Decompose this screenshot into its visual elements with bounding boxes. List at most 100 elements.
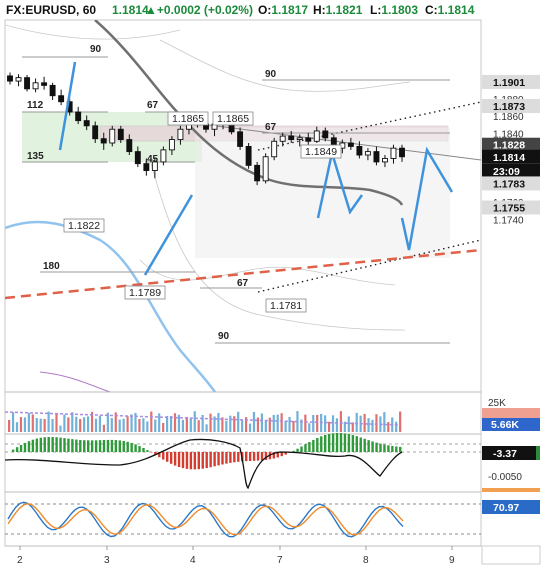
macd-bar	[320, 436, 323, 452]
macd-bar	[209, 452, 212, 468]
macd-bar	[67, 438, 70, 452]
volume-bar	[59, 425, 62, 432]
candle	[117, 125, 124, 143]
macd-bar	[304, 444, 307, 452]
volume-bar	[122, 418, 125, 432]
macd-bar	[79, 439, 82, 452]
candle	[237, 127, 244, 150]
ohlc-o: O:1.1817	[258, 3, 308, 17]
volume-bar	[63, 414, 66, 432]
volume-bar	[55, 413, 58, 432]
level-label: 67	[147, 100, 159, 111]
macd-bar	[94, 440, 98, 452]
volume-bar	[75, 416, 78, 432]
macd-bar	[197, 452, 200, 470]
macd-bar	[375, 442, 378, 452]
macd-bar	[292, 450, 295, 452]
candle	[143, 158, 150, 176]
macd-bar	[272, 452, 276, 459]
macd-bar	[185, 452, 189, 469]
level-label: 90	[90, 44, 102, 55]
volume-bar	[39, 418, 42, 432]
macd-bar	[308, 442, 311, 452]
volume-bar	[43, 418, 46, 432]
macd-bar	[138, 446, 141, 452]
macd-bar	[391, 445, 394, 452]
volume-bar	[260, 413, 263, 432]
volume-bar	[264, 420, 267, 432]
macd-bar	[75, 439, 78, 452]
candle	[271, 137, 278, 161]
volume-bar	[90, 411, 94, 432]
volume-bar	[351, 422, 354, 432]
volume-bar	[181, 419, 184, 432]
macd-bar	[205, 452, 208, 469]
volume-bar	[217, 412, 220, 432]
macd-bar	[126, 441, 129, 452]
volume-bar	[146, 421, 149, 432]
purple-curve	[39, 371, 111, 392]
volume-bar	[150, 411, 153, 432]
macd-bar	[229, 452, 232, 463]
volume-bar	[35, 418, 38, 432]
macd-bar	[324, 434, 327, 452]
macd-bar	[335, 432, 339, 452]
volume-bar	[102, 424, 105, 432]
macd-badge: -3.37	[493, 448, 517, 460]
candle	[296, 134, 303, 147]
volume-bar	[205, 424, 208, 432]
candle	[41, 76, 48, 90]
macd-badge-accent	[536, 446, 540, 460]
volume-bar	[233, 416, 236, 432]
macd-bar	[63, 438, 66, 452]
volume-bar	[355, 412, 358, 432]
candle	[382, 155, 388, 168]
svg-text:1.1828: 1.1828	[493, 140, 525, 152]
volume-bar	[47, 411, 50, 432]
svg-text:1.1755: 1.1755	[493, 203, 525, 215]
envelope-curve-lower	[149, 159, 406, 331]
candle	[151, 158, 158, 179]
macd-bar	[331, 433, 335, 452]
envelope-curve-mid	[139, 259, 396, 286]
macd-bar	[106, 439, 110, 452]
volume-bar	[118, 419, 121, 432]
volume-bar	[110, 418, 113, 432]
candles	[7, 72, 405, 186]
x-axis: 2 3 4 7 8 9	[17, 546, 455, 566]
level-label: 135	[27, 151, 44, 162]
y-tick-label: 1.1860	[493, 112, 524, 123]
price-badge: 1.1783	[482, 176, 540, 191]
volume-badge-red	[482, 408, 540, 418]
macd-bar	[225, 452, 228, 464]
macd-bar	[379, 443, 382, 452]
volume-bar	[367, 418, 370, 432]
candle	[58, 89, 65, 106]
symbol-label: FX:EURUSD, 60	[6, 3, 96, 17]
candle	[83, 115, 90, 131]
volume-bar	[229, 415, 232, 432]
macd-bar	[146, 450, 149, 452]
volume-bar	[292, 420, 295, 432]
macd-bar	[130, 442, 133, 452]
volume-bar	[363, 413, 366, 432]
macd-bar	[343, 433, 347, 452]
price-badge: 23:09	[482, 163, 540, 178]
macd-bar	[399, 446, 402, 452]
volume-bar	[252, 411, 256, 432]
volume-bar	[225, 420, 228, 432]
candle	[373, 146, 380, 166]
price-badge: 1.1755	[482, 200, 540, 215]
macd-bar	[193, 452, 197, 470]
macd-bar	[237, 452, 240, 462]
candle	[75, 106, 82, 125]
macd-bar	[189, 452, 193, 470]
volume-bar	[316, 414, 319, 432]
volume-bar	[94, 418, 98, 432]
settings-box[interactable]	[481, 545, 541, 565]
macd-bar	[177, 452, 181, 467]
macd-bar	[316, 438, 319, 452]
volume-bar	[272, 414, 275, 432]
volume-bar	[8, 420, 11, 432]
